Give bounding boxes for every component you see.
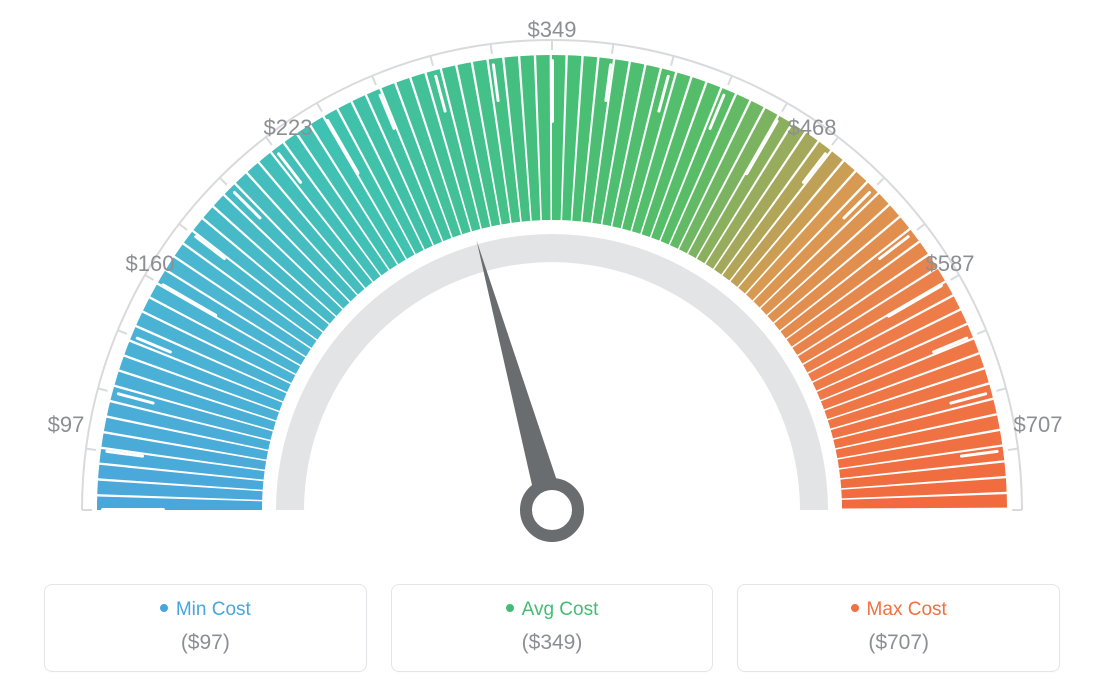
gauge-tick-label: $468 [788, 115, 837, 141]
dot-icon [506, 604, 514, 612]
cost-gauge: $97 $160 $223 $349 $468 $587 $707 [0, 0, 1104, 560]
legend-value-avg: ($349) [402, 631, 703, 655]
legend-value-max: ($707) [748, 631, 1049, 655]
legend-title-avg: Avg Cost [402, 599, 703, 621]
legend-label-max: Max Cost [867, 599, 947, 620]
legend-card-avg: Avg Cost ($349) [391, 584, 714, 672]
legend-title-min: Min Cost [55, 599, 356, 621]
gauge-band [97, 55, 1007, 510]
gauge-tick-label: $97 [48, 412, 85, 438]
legend-label-avg: Avg Cost [522, 599, 599, 620]
dot-icon [851, 604, 859, 612]
legend-row: Min Cost ($97) Avg Cost ($349) Max Cost … [0, 584, 1104, 672]
gauge-tick-label: $223 [264, 115, 313, 141]
dot-icon [160, 604, 168, 612]
legend-card-min: Min Cost ($97) [44, 584, 367, 672]
gauge-needle [477, 240, 566, 513]
gauge-tick-label: $587 [926, 251, 975, 277]
gauge-needle-hub [526, 484, 578, 536]
legend-label-min: Min Cost [176, 599, 251, 620]
legend-value-min: ($97) [55, 631, 356, 655]
legend-title-max: Max Cost [748, 599, 1049, 621]
legend-card-max: Max Cost ($707) [737, 584, 1060, 672]
gauge-tick-label: $707 [1014, 412, 1063, 438]
gauge-tick-label: $349 [528, 17, 577, 43]
gauge-svg [0, 0, 1104, 560]
gauge-tick-label: $160 [126, 251, 175, 277]
